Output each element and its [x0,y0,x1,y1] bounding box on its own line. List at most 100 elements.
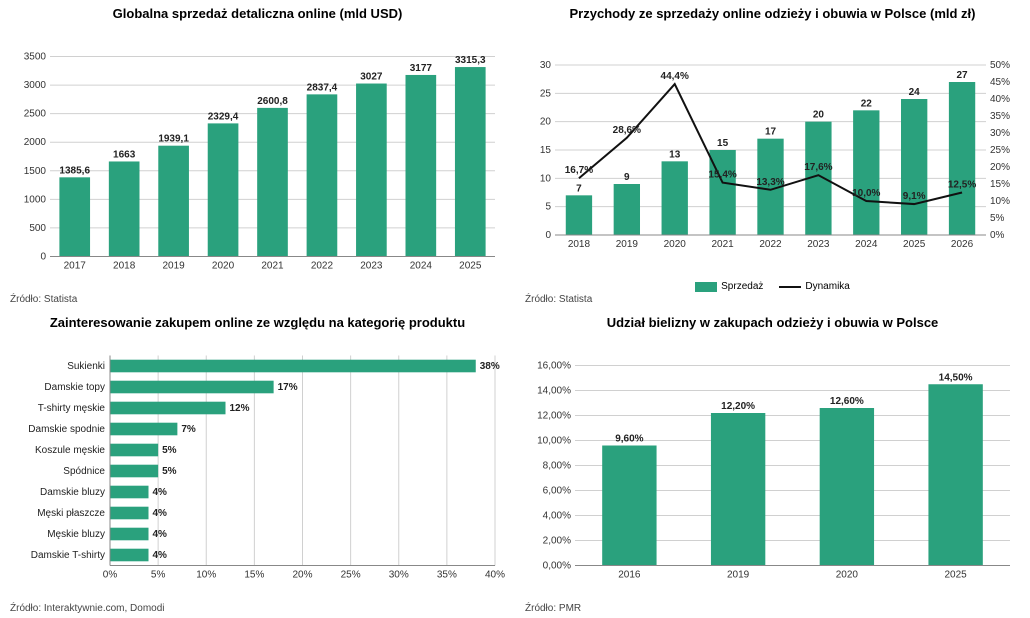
svg-text:2023: 2023 [360,261,383,272]
chart4-title: Udział bielizny w zakupach odzieży i obu… [525,315,1020,330]
bar [614,184,640,235]
svg-text:3500: 3500 [24,52,47,63]
bar [901,99,927,235]
bar [257,108,288,257]
svg-text:2018: 2018 [568,239,591,250]
svg-text:25%: 25% [990,145,1010,156]
svg-text:2019: 2019 [162,261,185,272]
svg-text:0: 0 [40,252,46,263]
svg-text:45%: 45% [990,77,1010,88]
svg-text:9,60%: 9,60% [615,434,643,445]
svg-text:30: 30 [540,60,552,71]
svg-text:9: 9 [624,172,630,183]
svg-text:20%: 20% [990,162,1010,173]
bar [602,446,656,566]
svg-text:4%: 4% [153,487,168,498]
legend-bar-item: Sprzedaż [695,281,763,292]
svg-text:10%: 10% [196,570,216,581]
bar [455,67,486,256]
bar [406,75,437,257]
svg-text:1385,6: 1385,6 [59,165,90,176]
hbar [110,360,476,373]
panel-poland-revenue: Przychody ze sprzedaży online odzieży i … [515,0,1030,309]
chart2-title: Przychody ze sprzedaży online odzieży i … [525,6,1020,21]
panel-global-retail: Globalna sprzedaż detaliczna online (mld… [0,0,515,309]
svg-text:35%: 35% [990,111,1010,122]
svg-text:24: 24 [909,87,921,98]
svg-text:28,6%: 28,6% [613,125,641,136]
svg-text:14,00%: 14,00% [537,386,571,397]
svg-text:2500: 2500 [24,109,47,120]
hbar [110,381,274,394]
bar [820,408,874,566]
svg-text:4,00%: 4,00% [543,511,571,522]
svg-text:30%: 30% [389,570,409,581]
svg-text:30%: 30% [990,128,1010,139]
svg-text:2000: 2000 [24,137,47,148]
svg-text:3027: 3027 [360,72,383,83]
panel-category-interest: Zainteresowanie zakupem online ze względ… [0,309,515,618]
chart2-area: 0510152025300%5%10%15%20%25%30%35%40%45%… [525,25,1020,279]
svg-text:Męskie bluzy: Męskie bluzy [47,529,105,540]
svg-text:2026: 2026 [951,239,974,250]
svg-text:T-shirty męskie: T-shirty męskie [38,403,106,414]
svg-text:Damskie bluzy: Damskie bluzy [40,487,105,498]
svg-text:12,5%: 12,5% [948,180,976,191]
svg-text:2022: 2022 [759,239,782,250]
svg-text:25%: 25% [341,570,361,581]
svg-text:2,00%: 2,00% [543,536,571,547]
bar [928,384,982,565]
svg-text:0: 0 [545,230,551,241]
svg-text:7%: 7% [181,424,196,435]
svg-text:2019: 2019 [727,570,750,581]
svg-text:14,50%: 14,50% [939,372,973,383]
svg-text:2024: 2024 [410,261,433,272]
svg-text:Damskie topy: Damskie topy [44,382,105,393]
hbar [110,423,177,436]
chart3-title: Zainteresowanie zakupem online ze względ… [10,315,505,330]
svg-text:16,00%: 16,00% [537,361,571,372]
svg-text:12,00%: 12,00% [537,411,571,422]
legend-line-label: Dynamika [805,281,849,292]
hbar [110,402,226,415]
svg-text:44,4%: 44,4% [661,71,689,82]
bar [356,84,387,257]
svg-text:17%: 17% [278,382,298,393]
svg-text:50%: 50% [990,60,1010,71]
svg-text:13,3%: 13,3% [756,177,784,188]
svg-text:15%: 15% [244,570,264,581]
bar [158,146,189,257]
svg-text:4%: 4% [153,529,168,540]
svg-text:2024: 2024 [855,239,878,250]
svg-text:4%: 4% [153,550,168,561]
svg-text:17,6%: 17,6% [804,162,832,173]
legend-bar-label: Sprzedaż [721,281,763,292]
svg-text:22: 22 [861,98,873,109]
svg-text:2025: 2025 [459,261,482,272]
hbar [110,444,158,457]
svg-text:10%: 10% [990,196,1010,207]
svg-text:2016: 2016 [618,570,641,581]
hbar [110,528,149,541]
svg-text:5: 5 [545,202,551,213]
svg-text:3177: 3177 [410,63,433,74]
svg-text:25: 25 [540,88,552,99]
chart1-area: 05001000150020002500300035001385,6201716… [10,25,505,292]
svg-text:38%: 38% [480,361,500,372]
svg-text:1000: 1000 [24,194,47,205]
bar [109,161,140,256]
svg-text:2019: 2019 [616,239,639,250]
svg-text:0%: 0% [103,570,118,581]
svg-text:1663: 1663 [113,149,136,160]
svg-text:15%: 15% [990,179,1010,190]
chart1-source: Źródło: Statista [10,294,505,305]
legend-line-swatch [779,286,801,288]
svg-text:10: 10 [540,173,552,184]
bar [307,94,338,256]
svg-text:3315,3: 3315,3 [455,55,486,66]
svg-text:20: 20 [540,117,552,128]
chart1-title: Globalna sprzedaż detaliczna online (mld… [10,6,505,21]
svg-text:2018: 2018 [113,261,136,272]
svg-text:40%: 40% [990,94,1010,105]
chart4-area: 0,00%2,00%4,00%6,00%8,00%10,00%12,00%14,… [525,334,1020,601]
